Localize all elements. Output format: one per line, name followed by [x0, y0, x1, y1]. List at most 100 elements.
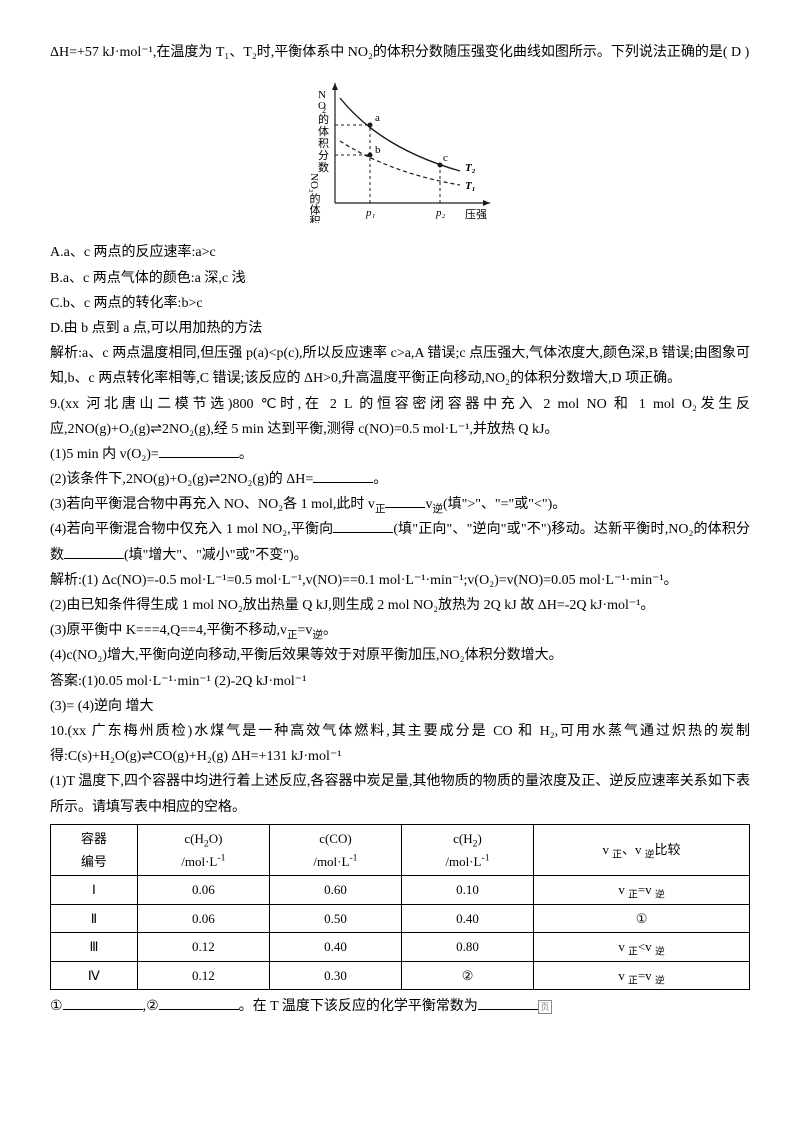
cell: 0.80	[401, 933, 533, 961]
cell: ②	[401, 961, 533, 989]
sub-n: 逆	[655, 947, 665, 958]
option-a: A.a、c 两点的反应速率:a>c	[50, 240, 750, 265]
sub-zheng-2: 正	[287, 630, 298, 641]
point-a-label: a	[375, 112, 380, 124]
q9-1a: (1)5 min 内 v(O₂)=	[50, 447, 159, 462]
q9-sol4: (4)c(NO₂)增大,平衡向逆向移动,平衡后效果等效于对原平衡加压,NO₂体积…	[50, 643, 750, 668]
cell: 0.10	[401, 876, 533, 904]
cell: 0.06	[137, 876, 269, 904]
cell: 0.12	[137, 933, 269, 961]
th-vcompare: v 正、v 逆比较	[534, 824, 750, 876]
blank-q9-4b[interactable]	[64, 544, 124, 559]
option-d: D.由 b 点到 a 点,可以用加热的方法	[50, 316, 750, 341]
th-container: 容器编号	[51, 824, 138, 876]
table-row: Ⅱ 0.06 0.50 0.40 ①	[51, 904, 750, 932]
q9-part2: (2)该条件下,2NO(g)+O₂(g)⇌2NO₂(g)的 ΔH= 。	[50, 467, 750, 492]
q9-ans2: (3)= (4)逆向 增大	[50, 694, 750, 719]
option-c: C.b、c 两点的转化率:b>c	[50, 291, 750, 316]
q9-1b: 。	[239, 447, 253, 462]
blank-q9-2[interactable]	[313, 468, 373, 483]
cell: 0.12	[137, 961, 269, 989]
sub-z: 正	[628, 947, 638, 958]
q9-4a: (4)若向平衡混合物中仅充入 1 mol NO₂,平衡向	[50, 522, 333, 537]
curve-t1-label: T₁	[465, 180, 476, 192]
cell: Ⅰ	[51, 876, 138, 904]
tick-p2: p₂	[435, 207, 446, 219]
q10-tail-c: 。在 T 温度下该反应的化学平衡常数为	[239, 999, 478, 1014]
sub-ni-1: 逆	[432, 504, 443, 515]
x-axis-label: 压强	[465, 208, 487, 221]
q9-sol3a: (3)原平衡中 K===4,Q==4,平衡不移动,v	[50, 623, 287, 638]
th-sub-ni: 逆	[645, 850, 655, 861]
blank-q9-3[interactable]	[385, 493, 425, 508]
cell: ①	[534, 904, 750, 932]
q9-part1: (1)5 min 内 v(O₂)= 。	[50, 442, 750, 467]
cell: v 正=v 逆	[534, 961, 750, 989]
sub-n: 逆	[655, 890, 665, 901]
cell: 0.30	[269, 961, 401, 989]
q9-ans1: 答案:(1)0.05 mol·L⁻¹·min⁻¹ (2)-2Q kJ·mol⁻¹	[50, 669, 750, 694]
sub-n: 逆	[655, 975, 665, 986]
point-b-label: b	[375, 144, 381, 156]
q9-3b: (填">"、"="或"<")。	[443, 497, 566, 512]
reaction-rate-table: 容器编号 c(H2O)/mol·L-1 c(CO)/mol·L-1 c(H2)/…	[50, 824, 750, 990]
cell: Ⅳ	[51, 961, 138, 989]
tick-p1: p₁	[365, 207, 376, 219]
sub-z: 正	[628, 975, 638, 986]
th-ch2: c(H2)/mol·L-1	[401, 824, 533, 876]
table-header-row: 容器编号 c(H2O)/mol·L-1 c(CO)/mol·L-1 c(H2)/…	[51, 824, 750, 876]
q9-intro-text: 9.(xx 河北唐山二模节选)800 ℃时,在 2 L 的恒容密闭容器中充入 2…	[50, 397, 750, 437]
q10-tail: ① ,② 。在 T 温度下该反应的化学平衡常数为 页	[50, 994, 750, 1019]
y-axis-label-vert: NO2的体积分数	[318, 89, 329, 174]
q9-sol3b: =v	[298, 623, 313, 638]
cell: 0.40	[401, 904, 533, 932]
q9-2a: (2)该条件下,2NO(g)+O₂(g)⇌2NO₂(g)的 ΔH=	[50, 472, 313, 487]
cell: Ⅱ	[51, 904, 138, 932]
q9-sol3: (3)原平衡中 K===4,Q==4,平衡不移动,v正=v逆。	[50, 618, 750, 643]
no2-pressure-chart: a b c T₂ T₁ p₁ p₂ 压强 NO₂的体积分数 NO2的体积分数	[300, 73, 500, 223]
cell: 0.50	[269, 904, 401, 932]
cell: v 正<v 逆	[534, 933, 750, 961]
table-row: Ⅳ 0.12 0.30 ② v 正=v 逆	[51, 961, 750, 989]
th-sub-zheng: 正	[612, 850, 622, 861]
q10-intro: 10.(xx 广东梅州质检)水煤气是一种高效气体燃料,其主要成分是 CO 和 H…	[50, 719, 750, 769]
sub-zheng-1: 正	[375, 504, 386, 515]
th-ch2o: c(H2O)/mol·L-1	[137, 824, 269, 876]
cell: 0.60	[269, 876, 401, 904]
question-intro: ΔH=+57 kJ·mol⁻¹,在温度为 T₁、T₂时,平衡体系中 NO₂的体积…	[50, 40, 750, 65]
q9-part3: (3)若向平衡混合物中再充入 NO、NO₂各 1 mol,此时 v正v逆(填">…	[50, 492, 750, 517]
q9-sol1-text: 解析:(1) Δc(NO)=-0.5 mol·L⁻¹=0.5 mol·L⁻¹,v…	[50, 573, 678, 588]
sub-z: 正	[628, 890, 638, 901]
sub-ni-2: 逆	[312, 630, 323, 641]
point-c-label: c	[443, 152, 448, 164]
curve-t2-label: T₂	[465, 162, 476, 174]
analysis-8: 解析:a、c 两点温度相同,但压强 p(a)<p(c),所以反应速率 c>a,A…	[50, 341, 750, 391]
q10-intro-text: 10.(xx 广东梅州质检)水煤气是一种高效气体燃料,其主要成分是 CO 和 H…	[50, 724, 750, 764]
q9-sol1: 解析:(1) Δc(NO)=-0.5 mol·L⁻¹=0.5 mol·L⁻¹,v…	[50, 568, 750, 593]
q9-part4: (4)若向平衡混合物中仅充入 1 mol NO₂,平衡向(填"正向"、"逆向"或…	[50, 517, 750, 567]
q9-sol2: (2)由已知条件得生成 1 mol NO₂放出热量 Q kJ,则生成 2 mol…	[50, 593, 750, 618]
q10-tail-a: ①	[50, 999, 63, 1014]
q9-sol3c: 。	[323, 623, 337, 638]
q9-intro: 9.(xx 河北唐山二模节选)800 ℃时,在 2 L 的恒容密闭容器中充入 2…	[50, 392, 750, 442]
q9-2b: 。	[373, 472, 387, 487]
q9-3a: (3)若向平衡混合物中再充入 NO、NO₂各 1 mol,此时 v	[50, 497, 375, 512]
th-cco: c(CO)/mol·L-1	[269, 824, 401, 876]
y-axis-label: NO₂的体积分数	[308, 173, 321, 223]
blank-q9-1[interactable]	[159, 443, 239, 458]
q9-4c: (填"增大"、"减小"或"不变")。	[124, 548, 308, 563]
placeholder-icon: 页	[538, 1000, 552, 1014]
table-row: Ⅲ 0.12 0.40 0.80 v 正<v 逆	[51, 933, 750, 961]
table-row: Ⅰ 0.06 0.60 0.10 v 正=v 逆	[51, 876, 750, 904]
q10-tail-b: ,②	[143, 999, 159, 1014]
blank-q10-2[interactable]	[159, 995, 239, 1010]
option-b: B.a、c 两点气体的颜色:a 深,c 浅	[50, 266, 750, 291]
cell: 0.40	[269, 933, 401, 961]
cell: Ⅲ	[51, 933, 138, 961]
blank-q10-1[interactable]	[63, 995, 143, 1010]
blank-q10-3[interactable]	[478, 995, 538, 1010]
chart-figure: a b c T₂ T₁ p₁ p₂ 压强 NO₂的体积分数 NO2的体积分数	[50, 73, 750, 232]
blank-q9-4a[interactable]	[333, 518, 393, 533]
cell: v 正=v 逆	[534, 876, 750, 904]
q10-part1: (1)T 温度下,四个容器中均进行着上述反应,各容器中炭足量,其他物质的物质的量…	[50, 769, 750, 819]
